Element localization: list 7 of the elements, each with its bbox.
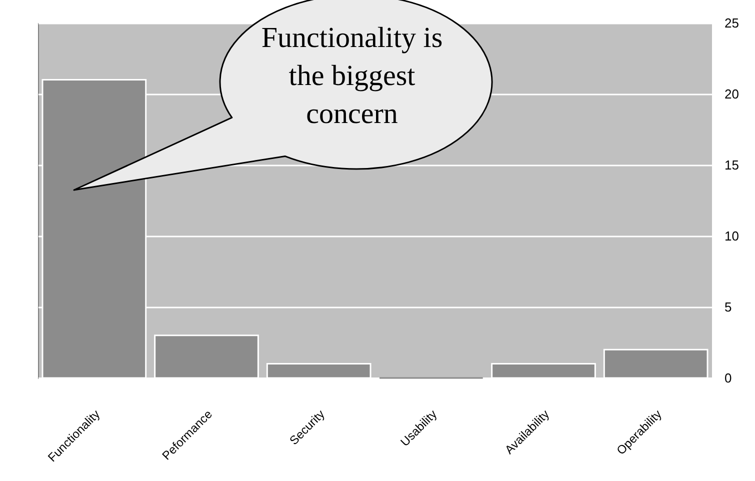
y-tick-label: 20 [724,86,739,102]
y-tick-label: 0 [724,370,732,386]
y-tick-label: 5 [724,300,732,314]
y-tick-label: 25 [724,16,739,30]
y-tick-label: 15 [724,158,739,172]
annotation: Functionality is the biggest concern [260,21,444,132]
y-tick-label: 10 [724,228,739,244]
